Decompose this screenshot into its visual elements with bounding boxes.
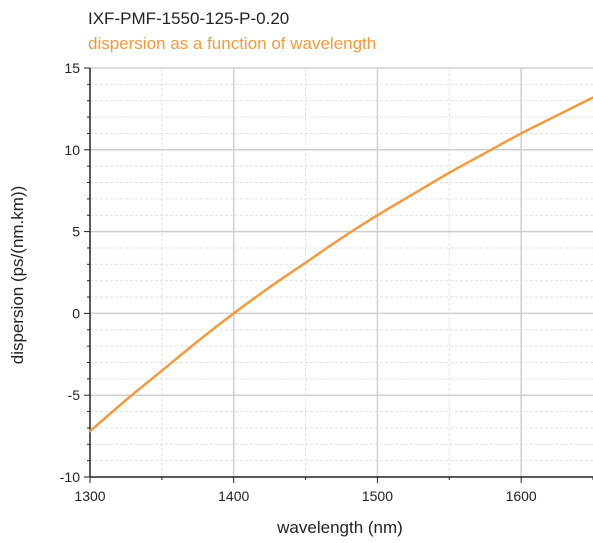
x-tick-label: 1500 [362,488,393,504]
axes [84,67,593,483]
chart-subtitle: dispersion as a function of wavelength [88,34,376,53]
x-tick-label: 1300 [74,488,105,504]
series-line-dispersion [88,96,593,433]
y-tick-label: 5 [72,224,80,240]
chart-title: IXF-PMF-1550-125-P-0.20 [88,9,289,28]
y-tick-label: 15 [64,60,80,76]
grid [90,67,593,477]
series-layer [88,96,593,433]
x-axis-label: wavelength (nm) [276,518,403,537]
y-axis-label: dispersion (ps/(nm.km)) [8,186,27,365]
x-tick-label: 1600 [506,488,537,504]
y-tick-label: -5 [68,387,81,403]
tick-labels: -10 -5 0 5 10 15 1300 1400 1500 1600 [60,60,537,504]
y-tick-label: -10 [60,469,80,485]
y-tick-label: 0 [72,305,80,321]
x-tick-label: 1400 [218,488,249,504]
y-tick-label: 10 [64,142,80,158]
